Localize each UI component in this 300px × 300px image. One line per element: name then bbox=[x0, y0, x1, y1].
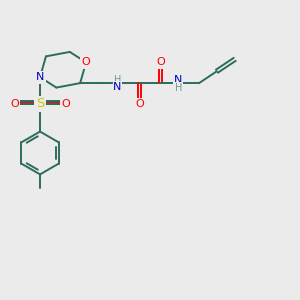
Text: O: O bbox=[82, 57, 91, 67]
Text: N: N bbox=[113, 82, 122, 92]
Text: S: S bbox=[36, 98, 44, 110]
Text: H: H bbox=[114, 75, 121, 85]
Text: N: N bbox=[36, 72, 44, 82]
Text: N: N bbox=[174, 75, 182, 85]
Text: O: O bbox=[10, 99, 19, 109]
Text: H: H bbox=[175, 82, 182, 93]
Text: O: O bbox=[156, 57, 165, 67]
Text: O: O bbox=[61, 99, 70, 109]
Text: O: O bbox=[135, 99, 144, 109]
